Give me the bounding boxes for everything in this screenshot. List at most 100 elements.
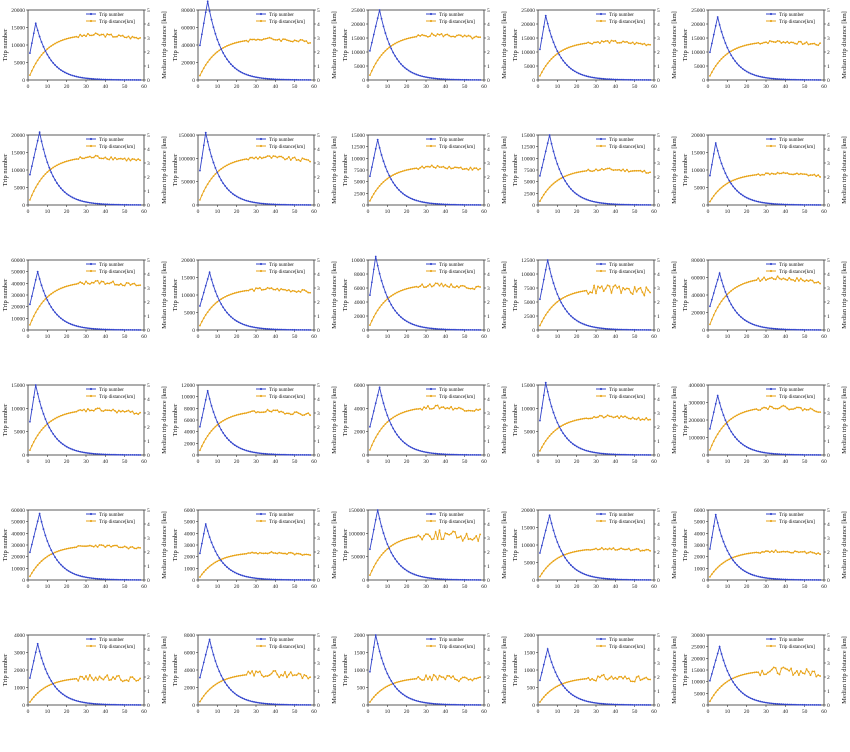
trip-number-point bbox=[284, 328, 286, 331]
x-tick-label: 50 bbox=[632, 334, 638, 340]
trip-distance-point bbox=[720, 57, 723, 60]
trip-distance-point bbox=[286, 39, 288, 41]
trip-number-point bbox=[121, 703, 124, 706]
trip-number-point bbox=[77, 325, 80, 328]
trip-distance-point bbox=[637, 288, 640, 290]
trip-distance-point bbox=[396, 414, 398, 417]
right-tick-label: 5 bbox=[317, 633, 320, 639]
trip-distance-point bbox=[119, 678, 122, 681]
right-tick-label: 4 bbox=[657, 397, 660, 403]
trip-number-point bbox=[131, 203, 134, 206]
trip-distance-point bbox=[539, 324, 541, 327]
right-tick-label: 2 bbox=[827, 50, 830, 56]
trip-number-point bbox=[56, 313, 58, 316]
trip-number-point bbox=[75, 699, 78, 702]
trip-number-point bbox=[552, 282, 555, 284]
trip-distance-point bbox=[428, 535, 431, 538]
trip-number-point bbox=[407, 444, 410, 447]
right-tick-label: 5 bbox=[317, 508, 320, 514]
right-tick-label: 1 bbox=[827, 64, 830, 70]
trip-number-point bbox=[378, 386, 381, 389]
trip-number-point bbox=[305, 329, 308, 331]
trip-distance-point bbox=[456, 166, 458, 169]
trip-number-point bbox=[202, 661, 205, 664]
trip-number-point bbox=[48, 56, 51, 59]
trip-distance-point bbox=[131, 410, 134, 413]
trip-number-point bbox=[550, 275, 553, 278]
trip-number-point bbox=[710, 536, 713, 539]
trip-number-point bbox=[587, 324, 590, 327]
trip-distance-point bbox=[475, 677, 478, 680]
trip-distance-point bbox=[44, 298, 47, 300]
trip-distance-point bbox=[761, 407, 764, 410]
trip-distance-point bbox=[295, 40, 298, 42]
trip-distance-point bbox=[112, 676, 114, 678]
right-axis-title: Median trip distance [km] bbox=[841, 136, 848, 204]
trip-number-point bbox=[123, 328, 126, 331]
trip-number-point bbox=[796, 703, 798, 706]
trip-distance-point bbox=[454, 166, 456, 169]
legend-trip-distance-marker bbox=[429, 394, 433, 398]
left-tick-label: 10000 bbox=[181, 293, 195, 299]
trip-number-line bbox=[199, 270, 311, 331]
trip-distance-point bbox=[301, 39, 304, 41]
trip-number-point bbox=[817, 204, 820, 206]
x-tick-label: 40 bbox=[613, 334, 619, 340]
trip-distance-point bbox=[649, 418, 652, 421]
trip-distance-point bbox=[231, 676, 234, 679]
trip-distance-point bbox=[305, 675, 308, 677]
trip-distance-point bbox=[566, 681, 568, 684]
trip-distance-point bbox=[598, 169, 601, 171]
trip-number-point bbox=[720, 162, 723, 165]
trip-distance-point bbox=[539, 701, 541, 703]
trip-distance-point bbox=[202, 571, 205, 573]
left-tick-label: 15000 bbox=[521, 526, 535, 532]
trip-distance-point bbox=[434, 167, 437, 169]
trip-number-point bbox=[602, 77, 605, 80]
trip-distance-point bbox=[48, 169, 51, 172]
trip-number-point bbox=[786, 703, 789, 706]
trip-number-point bbox=[548, 29, 551, 32]
trip-number-point bbox=[52, 552, 55, 555]
trip-number-point bbox=[548, 514, 551, 517]
legend-trip-distance-marker bbox=[89, 519, 93, 523]
trip-number-point bbox=[133, 454, 136, 456]
x-tick-label: 30 bbox=[253, 209, 259, 215]
legend-trip-distance-marker bbox=[599, 269, 603, 273]
left-tick-label: 6000 bbox=[354, 286, 365, 292]
legend-trip-number-marker bbox=[259, 387, 263, 391]
trip-number-point bbox=[761, 576, 764, 579]
trip-number-point bbox=[463, 578, 466, 581]
trip-distance-point bbox=[301, 414, 304, 417]
trip-distance-point bbox=[610, 39, 613, 42]
trip-distance-point bbox=[127, 282, 130, 285]
legend-trip-number: Trip number bbox=[439, 263, 464, 268]
trip-distance-point bbox=[102, 678, 105, 681]
trip-number-point bbox=[587, 75, 590, 78]
trip-number-point bbox=[633, 203, 636, 206]
trip-distance-point bbox=[579, 43, 582, 46]
trip-number-point bbox=[216, 38, 219, 41]
trip-number-point bbox=[131, 454, 134, 456]
left-axis-title: Trip number bbox=[512, 403, 519, 436]
trip-distance-point bbox=[469, 678, 472, 681]
left-tick-label: 10000 bbox=[181, 395, 195, 401]
trip-number-point bbox=[392, 427, 395, 430]
left-tick-label: 0 bbox=[532, 328, 535, 334]
trip-distance-point bbox=[409, 286, 412, 289]
trip-number-point bbox=[807, 453, 810, 456]
trip-distance-point bbox=[784, 551, 787, 553]
left-tick-label: 0 bbox=[192, 328, 195, 334]
trip-number-point bbox=[394, 184, 396, 187]
trip-number-point bbox=[378, 517, 381, 520]
trip-number-point bbox=[88, 452, 91, 455]
trip-number-point bbox=[581, 699, 584, 701]
trip-distance-point bbox=[450, 283, 453, 286]
left-axis-title: Trip number bbox=[172, 153, 179, 186]
trip-number-point bbox=[438, 703, 441, 706]
x-tick-label: 30 bbox=[763, 84, 769, 90]
legend-trip-number: Trip number bbox=[609, 138, 634, 143]
trip-distance-line bbox=[29, 280, 141, 325]
trip-distance-point bbox=[119, 410, 122, 413]
trip-number-point bbox=[450, 453, 453, 456]
